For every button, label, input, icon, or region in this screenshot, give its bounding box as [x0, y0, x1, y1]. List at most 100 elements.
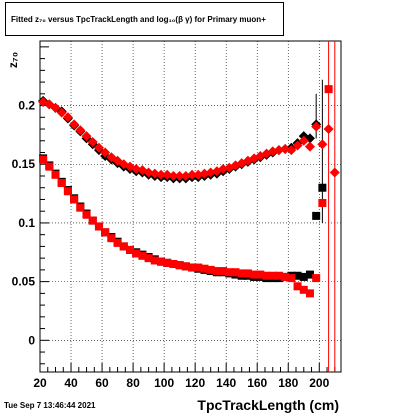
square-marker: [299, 272, 308, 281]
diamond-marker: [180, 170, 191, 181]
diamond-marker: [193, 169, 204, 180]
x-axis-label: TpcTrackLength (cm): [197, 397, 339, 413]
square-marker: [312, 211, 321, 220]
diamond-marker: [317, 139, 328, 150]
square-marker: [57, 179, 66, 188]
square-marker: [163, 258, 172, 267]
diamond-marker: [62, 112, 73, 123]
data-markers: [38, 41, 340, 372]
diamond-marker: [87, 136, 98, 147]
square-marker: [324, 85, 333, 94]
chart-title: Fitted z₇₀ versus TpcTrackLength and log…: [11, 14, 266, 24]
square-marker: [76, 203, 85, 212]
diamond-marker: [162, 169, 173, 180]
y-tick-label: 0: [28, 333, 35, 347]
square-marker: [312, 274, 321, 283]
square-marker: [82, 210, 91, 219]
diamond-marker: [50, 102, 61, 113]
square-marker: [157, 257, 166, 266]
x-tick-label: 100: [154, 376, 174, 390]
square-marker: [293, 282, 302, 291]
square-marker: [268, 271, 277, 280]
diamond-marker: [292, 140, 303, 151]
square-marker: [101, 228, 110, 237]
square-marker: [169, 260, 178, 269]
square-marker: [188, 263, 197, 272]
square-marker: [63, 187, 72, 196]
square-marker: [150, 256, 159, 265]
square-marker: [262, 271, 271, 280]
diamond-marker: [168, 170, 179, 181]
square-marker: [125, 245, 134, 254]
diamond-marker: [131, 163, 142, 174]
square-marker: [107, 234, 116, 243]
x-tick-label: 80: [126, 376, 140, 390]
x-tick-label: 200: [309, 376, 329, 390]
square-marker: [39, 155, 48, 164]
square-marker: [231, 268, 240, 277]
diamond-marker: [75, 125, 86, 136]
diamond-marker: [286, 145, 297, 156]
diamond-marker: [81, 131, 92, 142]
square-marker: [119, 242, 128, 251]
square-marker: [293, 271, 302, 280]
axis-ticks: 20 40 60 80 100 120 140 160 180 200 0 0.05 0.1 0.15 0.…: [12, 46, 336, 390]
square-marker: [194, 263, 203, 272]
diamond-marker: [69, 119, 80, 130]
square-marker: [200, 264, 209, 273]
diamond-marker: [100, 147, 111, 158]
y-tick-label: 0.1: [18, 216, 35, 230]
square-marker: [45, 162, 54, 171]
square-marker: [305, 270, 314, 279]
x-tick-label: 40: [64, 376, 78, 390]
diamond-marker: [174, 170, 185, 181]
y-tick-label: 0.15: [12, 157, 36, 171]
diamond-marker: [311, 121, 322, 132]
square-marker: [181, 262, 190, 271]
square-marker: [219, 267, 228, 276]
square-marker: [299, 285, 308, 294]
x-tick-label: 20: [33, 376, 47, 390]
diamond-marker: [199, 168, 210, 179]
plot-frame: [39, 40, 342, 373]
x-tick-label: 120: [185, 376, 205, 390]
diamond-marker: [304, 141, 315, 152]
square-marker: [318, 198, 327, 207]
diamond-marker: [280, 143, 291, 154]
diamond-marker: [267, 146, 278, 157]
square-marker: [144, 254, 153, 263]
square-marker: [113, 238, 122, 247]
y-tick-label: 0.05: [12, 275, 36, 289]
square-marker: [256, 270, 265, 279]
y-axis-label: z₇₀: [6, 52, 20, 68]
chart-title-box: Fitted z₇₀ versus TpcTrackLength and log…: [5, 2, 284, 36]
diamond-marker: [156, 169, 167, 180]
diamond-marker: [143, 167, 154, 178]
diamond-marker: [56, 107, 67, 118]
y-tick-label: 0.2: [18, 99, 35, 113]
diamond-marker: [323, 124, 334, 135]
square-marker: [305, 289, 314, 298]
diamond-marker: [93, 142, 104, 153]
square-marker: [212, 267, 221, 276]
square-marker: [94, 222, 103, 231]
diamond-marker: [205, 167, 216, 178]
square-marker: [51, 170, 60, 179]
diamond-marker: [298, 135, 309, 146]
square-marker: [88, 216, 97, 225]
diamond-marker: [187, 169, 198, 180]
square-marker: [225, 268, 234, 277]
square-marker: [250, 270, 259, 279]
diamond-marker: [149, 168, 160, 179]
square-marker: [70, 195, 79, 204]
square-marker: [132, 249, 141, 258]
square-marker: [175, 261, 184, 270]
square-marker: [243, 269, 252, 278]
x-tick-label: 140: [216, 376, 236, 390]
square-marker: [287, 274, 296, 283]
x-tick-label: 160: [247, 376, 267, 390]
square-marker: [281, 272, 290, 281]
grid-lines: [39, 41, 341, 372]
diamond-marker: [218, 163, 229, 174]
